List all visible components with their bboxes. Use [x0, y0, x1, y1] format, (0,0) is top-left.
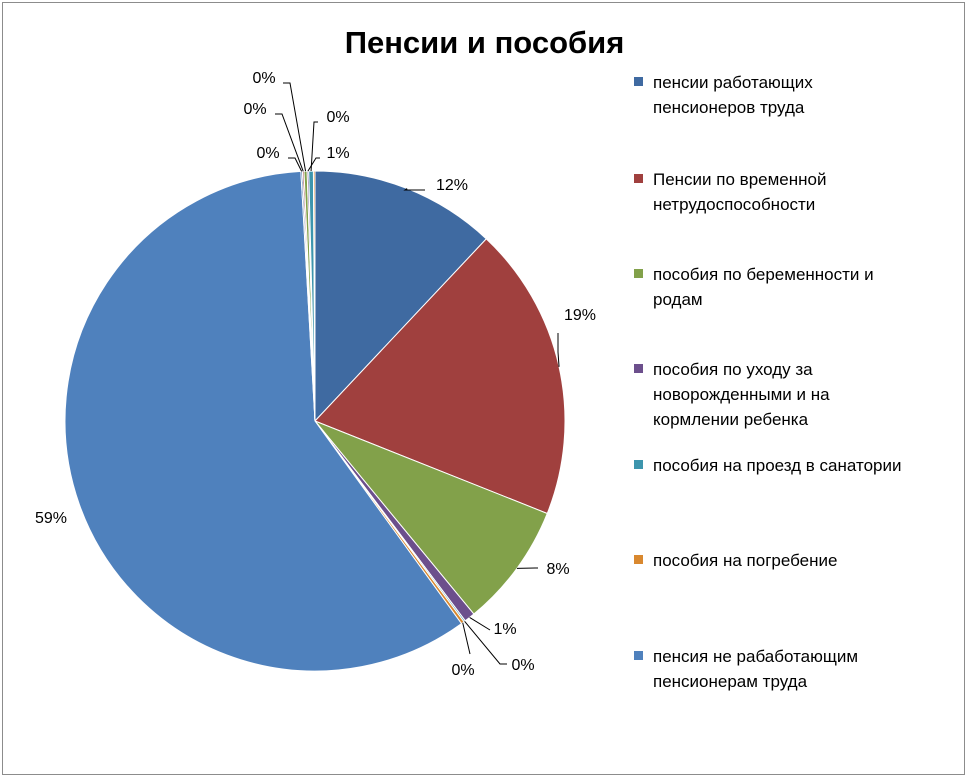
legend-swatch — [634, 77, 643, 86]
legend-swatch — [634, 460, 643, 469]
legend-swatch — [634, 269, 643, 278]
legend-label: пенсия не рабаботающим — [653, 647, 858, 666]
legend-swatch — [634, 651, 643, 660]
legend-label: пособия по беременности и — [653, 265, 874, 284]
legend-label: пенсии работающих — [653, 73, 813, 92]
legend-label: пособия по уходу за — [653, 360, 813, 379]
data-label: 0% — [511, 657, 534, 674]
data-label: 59% — [35, 510, 67, 527]
data-label: 1% — [326, 145, 349, 162]
leader-line — [283, 82, 307, 172]
legend-label: пенсионеров труда — [653, 98, 805, 117]
data-label: 0% — [252, 70, 275, 87]
leader-line — [557, 333, 560, 367]
legend-swatch — [634, 555, 643, 564]
pie-slice — [312, 170, 316, 422]
legend-label: нетрудоспособности — [653, 195, 815, 214]
leader-line — [310, 121, 318, 172]
data-label: 0% — [326, 109, 349, 126]
legend-label: новорожденными и на — [653, 385, 830, 404]
legend-label: кормлении ребенка — [653, 410, 809, 429]
leader-line — [462, 622, 471, 655]
legend-swatch — [634, 174, 643, 183]
leader-lines — [275, 82, 560, 665]
chart-title: Пенсии и пособия — [344, 25, 625, 60]
data-label: 0% — [243, 101, 266, 118]
leader-line — [288, 157, 303, 172]
legend-label: Пенсии по временной — [653, 170, 826, 189]
legend-label: пособия на погребение — [653, 551, 837, 570]
data-label: 0% — [451, 662, 474, 679]
leader-line — [469, 617, 491, 631]
legend-swatch — [634, 364, 643, 373]
leader-line — [275, 113, 304, 172]
leader-line — [403, 188, 425, 191]
leader-line — [307, 157, 320, 172]
leader-line — [464, 620, 507, 665]
data-label: 8% — [546, 561, 569, 578]
data-label: 19% — [564, 307, 596, 324]
legend: пенсии работающих пенсионеров труда Пенсии… — [634, 73, 901, 691]
data-label: 0% — [256, 145, 279, 162]
legend-label: родам — [653, 290, 703, 309]
pie-slice — [314, 238, 566, 515]
legend-label: пособия на проезд в санатории — [653, 456, 901, 475]
pie-slice — [64, 170, 463, 672]
data-labels: 12% 19% 8% 1% 0% 0% 59% 0% 0% 0% 1% 0% — [35, 70, 596, 679]
pie-slice — [314, 420, 548, 615]
pie-slices — [64, 170, 566, 672]
data-label: 1% — [493, 621, 516, 638]
data-label: 12% — [436, 177, 468, 194]
legend-label: пенсионерам труда — [653, 672, 808, 691]
